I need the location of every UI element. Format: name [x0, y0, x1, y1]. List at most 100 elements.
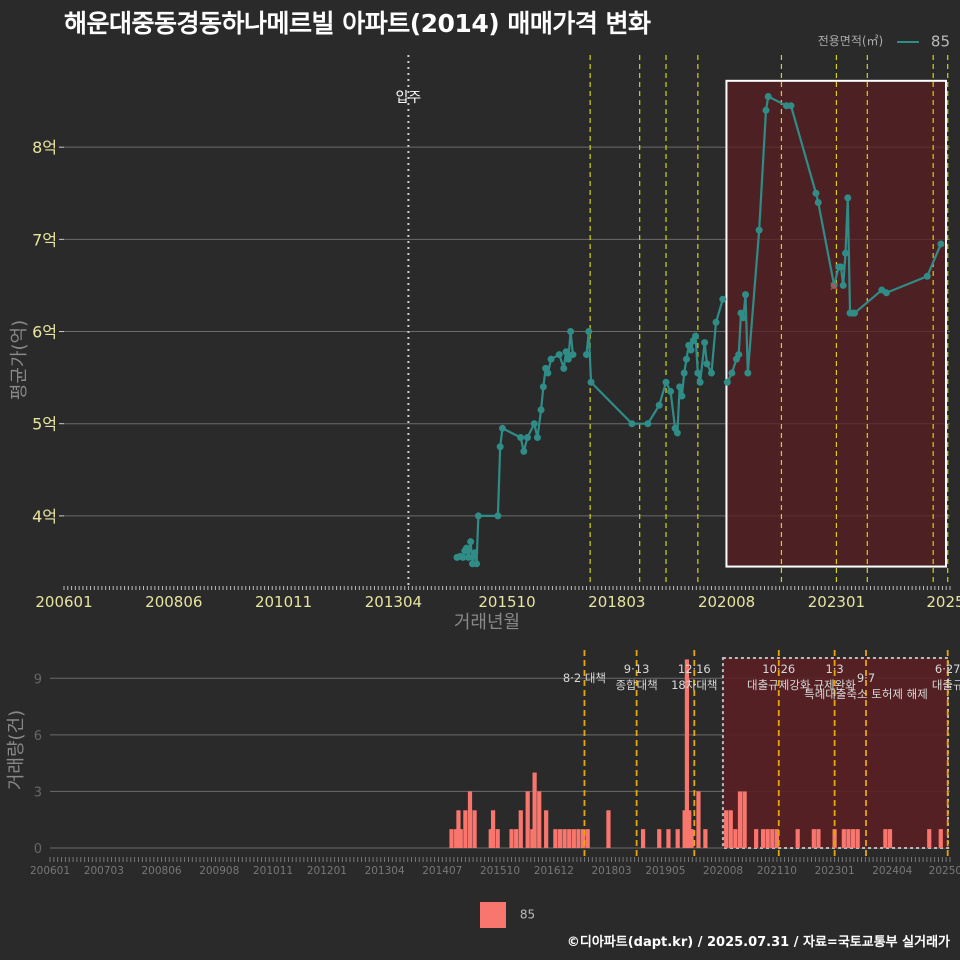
volume-x-tick-label: 201612	[534, 865, 574, 877]
volume-bar	[557, 829, 563, 848]
policy-event-label: 대출규제강화	[747, 678, 811, 692]
data-point	[555, 351, 563, 359]
data-point	[567, 328, 575, 336]
volume-bar	[532, 772, 537, 848]
legend-top-title: 전용면적(㎡)	[817, 34, 884, 48]
volume-y-tick-label: 9	[34, 672, 42, 687]
volume-bar	[887, 829, 893, 848]
data-point	[474, 512, 482, 520]
volume-bar	[811, 829, 816, 848]
data-point	[523, 434, 531, 442]
volume-bar	[509, 829, 514, 848]
volume-bar	[850, 829, 856, 848]
data-point	[830, 281, 838, 289]
data-point	[562, 348, 570, 356]
x-axis-title: 거래년월	[454, 612, 520, 633]
volume-bar	[495, 829, 500, 848]
data-point	[735, 351, 743, 359]
volume-bar	[733, 829, 738, 848]
volume-x-tick-label: 202110	[757, 865, 797, 877]
legend-bottom-label: 85	[519, 907, 536, 922]
data-point	[882, 289, 890, 297]
policy-event-label: 특례대출축소 토허제 해제	[804, 687, 928, 701]
policy-event-label: 18차대책	[671, 678, 717, 692]
data-point	[712, 318, 720, 326]
volume-bar	[657, 829, 662, 848]
data-point	[676, 383, 684, 391]
volume-x-tick-label: 200806	[142, 865, 182, 877]
x-tick-label: 201304	[365, 593, 422, 611]
volume-y-tick-label: 0	[34, 842, 42, 857]
data-point	[517, 434, 525, 442]
volume-x-tick-label: 202301	[815, 865, 855, 877]
data-point	[812, 189, 820, 197]
volume-x-tick-label: 201304	[365, 865, 405, 877]
data-point	[696, 378, 704, 386]
volume-bar	[846, 829, 851, 848]
data-point	[533, 434, 541, 442]
volume-bar	[514, 829, 519, 848]
data-point	[687, 346, 695, 354]
volume-x-tick-label: 201510	[480, 865, 520, 877]
volume-bar	[640, 829, 646, 848]
volume-bar	[544, 810, 549, 848]
data-point	[707, 369, 715, 377]
policy-event-label: 9·7	[857, 671, 875, 685]
volume-x-tick-label: 200908	[199, 865, 239, 877]
y-tick-label: 5억	[32, 415, 57, 434]
data-point	[498, 424, 506, 432]
volume-x-tick-label: 20250	[929, 865, 960, 877]
volume-bar	[562, 829, 567, 848]
data-point	[583, 351, 591, 359]
volume-y-axis-title: 거래량(건)	[6, 710, 27, 790]
volume-y-tick-label: 6	[34, 729, 42, 744]
data-point	[520, 447, 528, 455]
volume-bar	[689, 829, 694, 848]
volume-bar	[490, 810, 496, 848]
data-point	[644, 420, 652, 428]
volume-bar	[454, 829, 459, 848]
x-tick-label: 202301	[808, 593, 865, 611]
legend-line-swatch	[897, 40, 920, 43]
volume-bar	[518, 810, 523, 848]
policy-event-label: 종합대책	[615, 678, 657, 692]
volume-bar	[684, 659, 690, 848]
legend-bar-swatch	[480, 902, 506, 928]
data-point	[673, 429, 681, 437]
data-point	[692, 332, 700, 340]
data-point	[703, 360, 711, 368]
volume-bar	[472, 810, 477, 848]
y-axis-title: 평균가(억)	[9, 320, 30, 400]
data-point	[844, 194, 852, 202]
volume-x-tick-label: 201905	[645, 865, 685, 877]
volume-bar	[883, 829, 888, 848]
chart-title: 해운대중동경동하나메르빌 아파트(2014) 매매가격 변화	[64, 9, 651, 38]
policy-event-label: 대출규	[932, 678, 960, 692]
data-point	[719, 295, 727, 303]
volume-bar	[774, 829, 780, 848]
policy-event-label: 12·16	[678, 662, 711, 676]
volume-bar	[724, 810, 729, 848]
data-point	[739, 314, 747, 322]
data-point	[467, 538, 475, 546]
volume-bar	[765, 829, 770, 848]
data-point	[680, 369, 688, 377]
x-tick-label: 200806	[145, 593, 202, 611]
data-point	[459, 553, 467, 561]
volume-bar	[927, 829, 932, 848]
volume-bar	[463, 810, 468, 848]
data-point	[587, 378, 595, 386]
y-tick-label: 4억	[32, 507, 57, 526]
x-tick-label: 202008	[698, 593, 755, 611]
x-tick-label: 200601	[35, 593, 92, 611]
volume-bar	[525, 791, 530, 848]
data-point	[547, 355, 555, 363]
data-point	[742, 291, 750, 299]
volume-bar	[488, 829, 493, 848]
data-point	[723, 378, 731, 386]
volume-bar	[696, 791, 701, 848]
price-chart: 4억 5억 6억 7억 8억 입주 200601 200806 201011 201304 2015…	[9, 55, 960, 633]
x-tick-label: 201011	[255, 593, 312, 611]
data-point	[537, 406, 545, 414]
highlight-marker: ×	[829, 279, 840, 294]
